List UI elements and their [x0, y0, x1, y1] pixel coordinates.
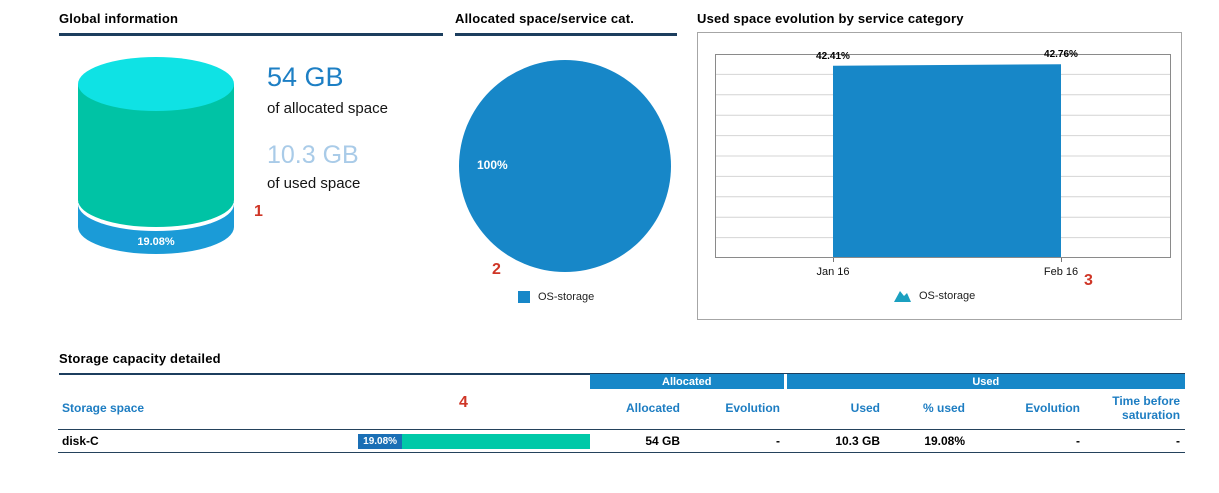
pie-legend-label: OS-storage: [538, 291, 595, 303]
storage-table-wrap: Allocated Used Storage space Allocated E…: [58, 374, 1186, 453]
row-allocated: 54 GB: [590, 429, 685, 453]
col-used-evolution: Evolution: [970, 389, 1086, 430]
evolution-value-jan: 42.41%: [816, 50, 850, 62]
group-header-used: Used: [783, 374, 1186, 389]
usage-bar-used: 19.08%: [358, 433, 403, 449]
pie-legend-swatch-icon: [518, 291, 530, 303]
row-used: 10.3 GB: [785, 429, 886, 453]
global-information-summary: 54 GB of allocated space 10.3 GB of used…: [267, 62, 388, 192]
col-time-before-saturation: Time before saturation: [1085, 389, 1186, 430]
used-space-label: of used space: [267, 175, 361, 192]
evolution-legend: OS-storage: [894, 289, 975, 302]
col-allocated: Allocated: [590, 389, 685, 430]
annotation-1: 1: [254, 203, 263, 220]
usage-bar: 19.08%: [358, 433, 590, 449]
allocated-space-pie: 100%: [459, 60, 671, 272]
storage-table: Allocated Used Storage space Allocated E…: [58, 374, 1186, 453]
row-storage-name: disk-C: [58, 429, 358, 453]
x-label-feb: Feb 16: [1043, 266, 1079, 278]
column-header-row: Storage space Allocated Evolution Used %…: [58, 389, 1186, 430]
plot-border: [715, 54, 1171, 258]
allocated-space-label: of allocated space: [267, 100, 388, 117]
annotation-2: 2: [492, 261, 501, 278]
evolution-chart: [715, 54, 1171, 258]
area-legend-icon: [894, 291, 911, 302]
x-axis-tick-feb: [1061, 258, 1062, 262]
cylinder-cyan-top: [78, 57, 234, 111]
evolution-legend-label: OS-storage: [919, 289, 976, 302]
x-axis-tick-jan: [833, 258, 834, 262]
pie-legend: OS-storage: [518, 291, 594, 303]
group-header-row: Allocated Used: [58, 374, 1186, 389]
allocated-space-title: Allocated space/service cat.: [455, 11, 677, 36]
group-header-allocated: Allocated: [590, 374, 786, 389]
row-used-evolution: -: [970, 429, 1086, 453]
storage-cylinder-chart: 19.08%: [78, 57, 234, 254]
row-pct-used: 19.08%: [885, 429, 971, 453]
table-row: disk-C 19.08% 54 GB - 10.3 GB 19.08% - -: [58, 429, 1186, 453]
col-pct-used: % used: [885, 389, 971, 430]
annotation-3: 3: [1084, 272, 1093, 289]
row-time-before-saturation: -: [1085, 429, 1186, 453]
table-title: Storage capacity detailed: [59, 351, 1185, 375]
annotation-4: 4: [459, 394, 468, 411]
col-used: Used: [785, 389, 886, 430]
evolution-area-shape: [833, 64, 1061, 258]
cylinder-used-pct-label: 19.08%: [137, 236, 175, 248]
row-allocated-evolution: -: [685, 429, 786, 453]
evolution-chart-panel: 42.41% 42.76% Jan 16 Feb 16 OS-storage: [697, 32, 1182, 320]
evolution-value-feb: 42.76%: [1044, 49, 1078, 61]
col-allocated-evolution: Evolution: [685, 389, 786, 430]
col-storage-space: Storage space: [58, 389, 590, 430]
global-information-title: Global information: [59, 11, 443, 36]
used-space-value: 10.3 GB: [267, 141, 359, 169]
group-header-spacer: [58, 374, 590, 389]
allocated-space-value: 54 GB: [267, 62, 344, 92]
x-label-jan: Jan 16: [816, 266, 850, 278]
pie-slice-label: 100%: [477, 158, 508, 172]
usage-bar-cell: 19.08%: [358, 429, 590, 453]
